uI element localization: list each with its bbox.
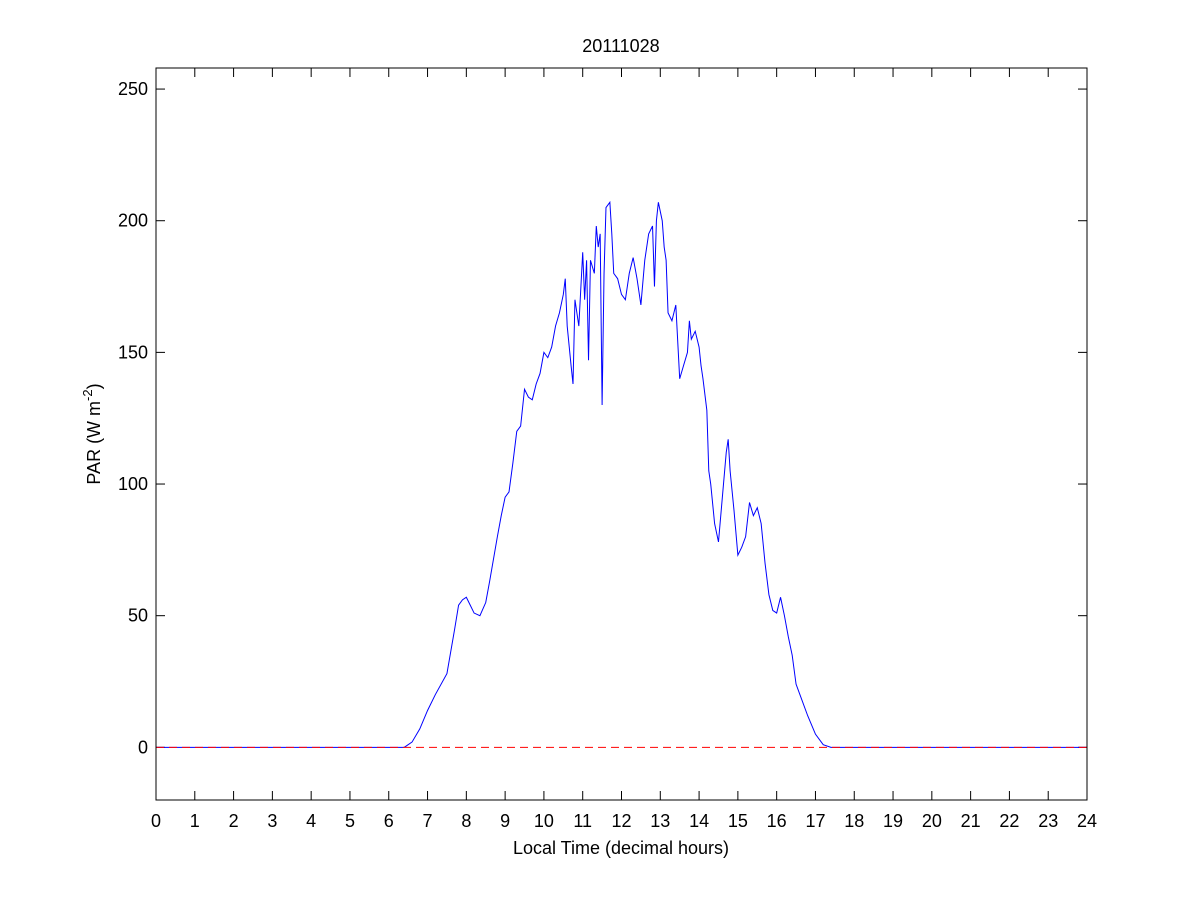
- x-axis-label: Local Time (decimal hours): [513, 838, 729, 858]
- x-tick-label: 11: [573, 811, 592, 831]
- x-tick-label: 5: [345, 811, 355, 831]
- x-tick-label: 9: [500, 811, 510, 831]
- data-line: [156, 200, 1087, 748]
- y-label-suffix: ): [84, 383, 104, 389]
- y-tick-label: 150: [118, 342, 148, 362]
- x-tick-label: 8: [461, 811, 471, 831]
- x-tick-label: 6: [384, 811, 394, 831]
- x-tick-label: 7: [423, 811, 433, 831]
- x-tick-label: 14: [689, 811, 709, 831]
- x-tick-label: 23: [1038, 811, 1058, 831]
- x-tick-label: 18: [844, 811, 864, 831]
- y-axis-label: PAR (W m-2): [80, 383, 104, 484]
- x-tick-label: 15: [728, 811, 748, 831]
- x-tick-label: 21: [961, 811, 981, 831]
- plot-frame: [155, 67, 1088, 801]
- x-tick-label: 13: [650, 811, 670, 831]
- x-tick-label: 22: [999, 811, 1019, 831]
- y-tick-label: 50: [128, 606, 148, 626]
- x-tick-label: 0: [151, 811, 161, 831]
- y-tick-label: 0: [138, 737, 148, 757]
- x-tick-label: 12: [611, 811, 631, 831]
- x-tick-label: 17: [805, 811, 825, 831]
- x-tick-label: 24: [1077, 811, 1097, 831]
- x-tick-label: 4: [306, 811, 316, 831]
- y-label-sup: -2: [80, 389, 95, 401]
- y-tick-label: 200: [118, 211, 148, 231]
- y-tick-label: 100: [118, 474, 148, 494]
- x-tick-label: 20: [922, 811, 942, 831]
- x-tick-label: 1: [190, 811, 200, 831]
- x-tick-label: 2: [229, 811, 239, 831]
- x-tick-label: 10: [534, 811, 554, 831]
- chart-title: 20111028: [582, 36, 659, 56]
- y-label-text: PAR (W m: [84, 401, 104, 485]
- x-tick-label: 3: [267, 811, 277, 831]
- y-tick-label: 250: [118, 79, 148, 99]
- x-tick-label: 16: [767, 811, 787, 831]
- x-tick-label: 19: [883, 811, 903, 831]
